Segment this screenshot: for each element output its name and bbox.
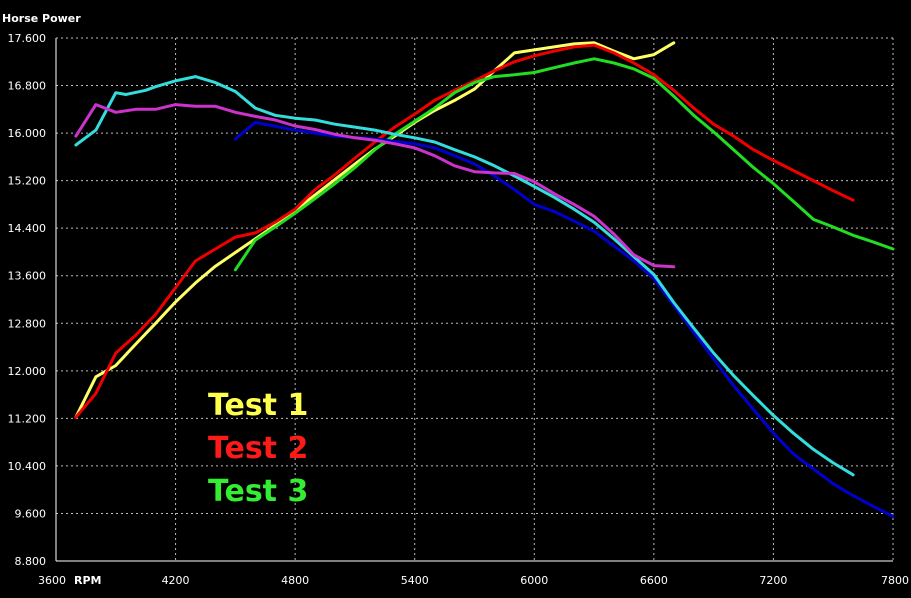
y-axis-title: Horse Power — [2, 12, 81, 25]
y-tick-label: 17.600 — [8, 32, 47, 45]
legend-entry: Test 2 — [208, 431, 308, 466]
legend: Test 1 Test 2 Test 3 — [208, 388, 308, 509]
x-axis-ticks: 3600 4200 4800 5400 6000 6600 7200 7800 — [38, 574, 909, 587]
series-line-3 — [233, 57, 895, 272]
x-tick-label: 7800 — [881, 574, 909, 587]
series-layer — [74, 41, 895, 518]
legend-entry: Test 3 — [208, 474, 308, 509]
y-tick-label: 12.000 — [8, 365, 47, 378]
y-tick-label: 16.800 — [8, 80, 47, 93]
x-tick-label: 3600 — [38, 574, 66, 587]
series-line-6 — [74, 103, 676, 269]
x-tick-label: 5400 — [401, 574, 429, 587]
y-tick-label: 12.800 — [8, 317, 47, 330]
y-tick-label: 16.000 — [8, 127, 47, 140]
y-tick-label: 15.200 — [8, 175, 47, 188]
y-tick-label: 8.800 — [15, 555, 47, 568]
x-tick-label: 4200 — [162, 574, 190, 587]
x-tick-label: 7200 — [759, 574, 787, 587]
legend-entry: Test 1 — [208, 388, 308, 423]
y-tick-label: 14.400 — [8, 222, 47, 235]
y-axis-ticks: 17.600 16.800 16.000 15.200 14.400 13.600 12.8… — [8, 32, 47, 568]
y-tick-label: 13.600 — [8, 270, 47, 283]
x-tick-label: 4800 — [281, 574, 309, 587]
x-axis-title: RPM — [74, 574, 101, 587]
x-tick-label: 6000 — [520, 574, 548, 587]
y-tick-label: 10.400 — [8, 460, 47, 473]
series-line-4 — [233, 120, 895, 518]
series-line-2 — [74, 43, 855, 419]
plot-frame — [55, 37, 894, 562]
grid-layer — [56, 38, 893, 561]
x-tick-label: 6600 — [640, 574, 668, 587]
series-line-5 — [74, 75, 855, 477]
y-tick-label: 11.200 — [8, 412, 47, 425]
series-line-1 — [74, 41, 676, 419]
y-tick-label: 9.600 — [15, 507, 47, 520]
